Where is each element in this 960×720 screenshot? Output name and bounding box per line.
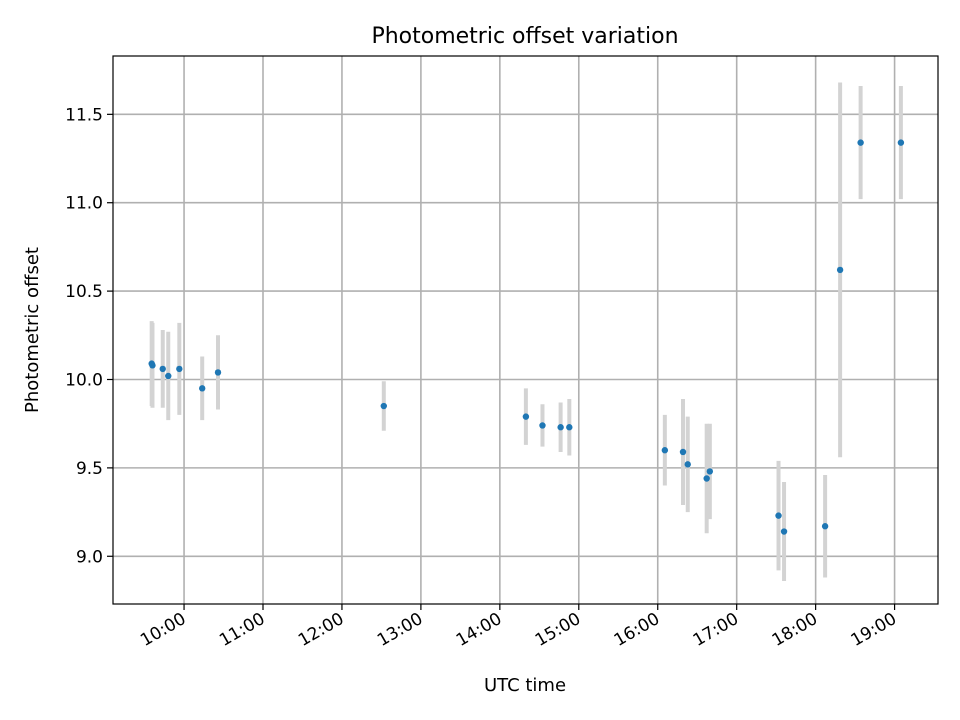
x-tick-label: 13:00 [374, 609, 426, 651]
x-tick-label: 14:00 [453, 609, 505, 651]
y-tick-label: 10.5 [65, 282, 103, 302]
data-point [149, 362, 156, 369]
y-tick-label: 11.0 [65, 194, 103, 214]
x-tick-label: 12:00 [295, 609, 347, 651]
data-point [214, 369, 222, 376]
data-points [148, 139, 905, 535]
x-tick-label: 15:00 [532, 609, 584, 651]
data-point [165, 372, 172, 380]
data-point [775, 512, 782, 519]
axis-ticks: 10:00 11:00 12:00 13:00 14:00 15:00 16:00 17:00… [65, 105, 900, 650]
y-tick-label: 9.5 [76, 459, 103, 479]
x-tick-label: 17:00 [690, 609, 742, 651]
y-axis-label: Photometric offset [22, 247, 43, 413]
data-point [176, 365, 183, 373]
x-tick-label: 19:00 [848, 609, 900, 651]
data-point [557, 424, 564, 431]
data-point [661, 447, 669, 454]
x-tick-label: 18:00 [769, 609, 821, 651]
chart-title: Photometric offset variation [371, 24, 678, 49]
data-point [780, 528, 788, 535]
plot-frame [112, 55, 939, 605]
grid-lines [113, 56, 938, 604]
data-point [159, 365, 166, 373]
x-axis-label: UTC time [484, 675, 566, 696]
data-point [684, 461, 691, 468]
data-point [522, 413, 530, 420]
data-point [199, 385, 206, 392]
data-point [566, 424, 573, 431]
data-point [380, 402, 387, 410]
y-tick-label: 11.5 [65, 105, 103, 125]
data-point [897, 139, 905, 146]
x-tick-label: 16:00 [611, 609, 663, 651]
x-tick-label: 10:00 [137, 609, 189, 651]
data-point [539, 422, 546, 429]
data-point [857, 139, 864, 146]
data-point [821, 523, 829, 530]
error-bars [149, 82, 903, 582]
data-point [706, 468, 714, 475]
data-point [836, 266, 844, 274]
data-point [703, 475, 710, 482]
x-tick-label: 11:00 [216, 609, 268, 651]
y-tick-label: 10.0 [65, 370, 103, 390]
y-tick-label: 9.0 [76, 547, 103, 567]
data-point [679, 448, 687, 456]
